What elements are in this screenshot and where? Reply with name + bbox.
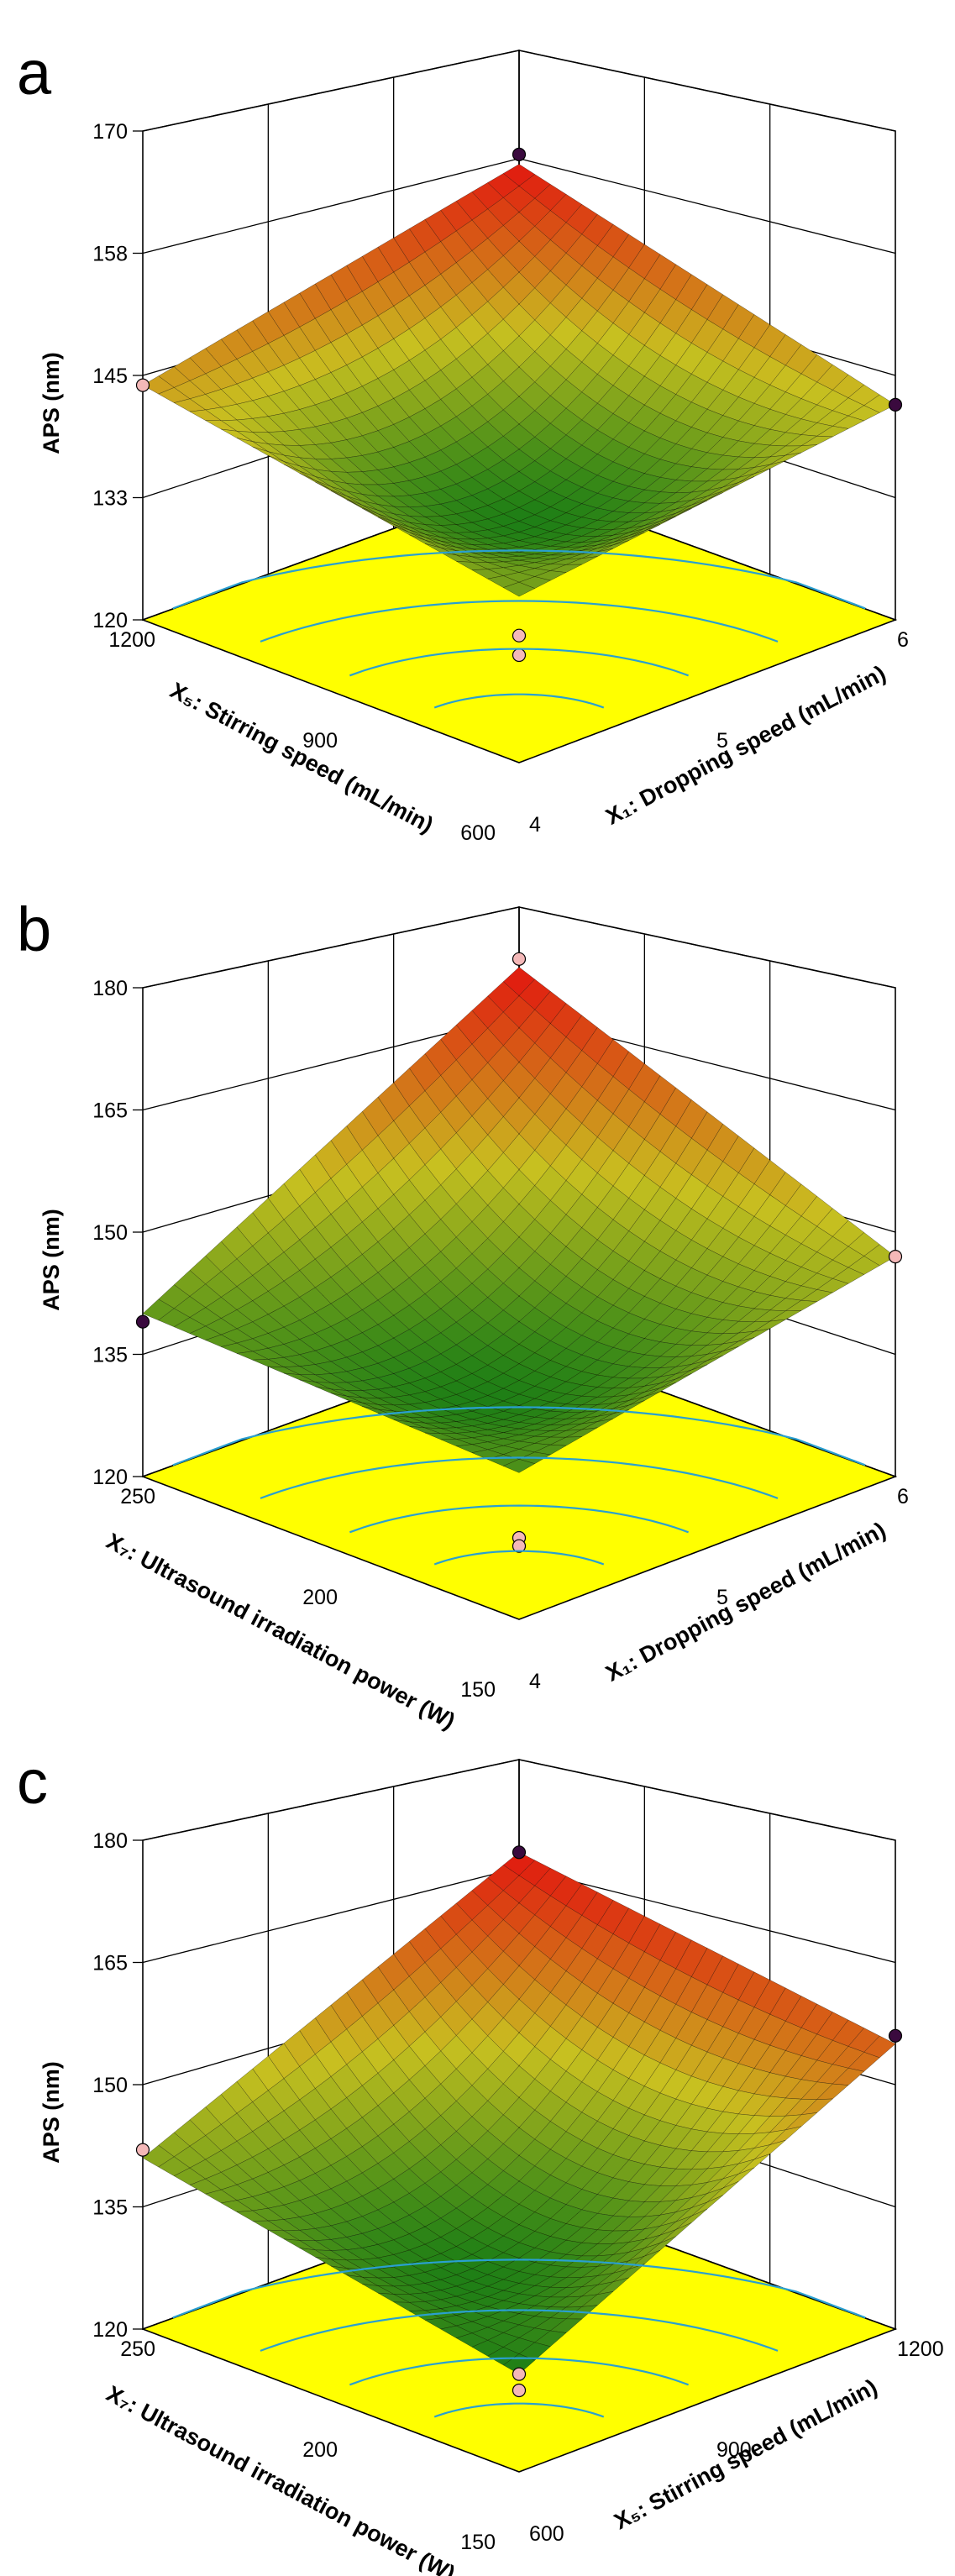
panel-b-x1-ticks: 4 5 6 (529, 1485, 909, 1693)
x2-tick-label: 200 (302, 2438, 338, 2462)
z-tick-label: 150 (92, 2074, 128, 2097)
panel-a-floor-contours (172, 549, 866, 709)
design-point (888, 2028, 903, 2043)
floor-contour (433, 693, 605, 709)
design-point (512, 1845, 527, 1860)
z-tick-label: 145 (92, 365, 128, 388)
design-point (512, 2383, 527, 2398)
x2-tick-label: 900 (302, 729, 338, 753)
x2-tick-label: 150 (460, 2531, 496, 2554)
panel-c-x2-ticks: 150 200 250 (120, 2337, 496, 2554)
design-point (135, 2143, 150, 2157)
x1-tick-label: 6 (897, 1485, 909, 1508)
z-tick-label: 135 (92, 1344, 128, 1367)
z-tick-label: 165 (92, 1099, 128, 1123)
z-tick-label: 135 (92, 2196, 128, 2220)
panel-c-floor-contours (172, 2259, 866, 2418)
floor-contour (433, 1550, 605, 1566)
floor-contour (172, 549, 866, 610)
z-tick-label: 150 (92, 1221, 128, 1245)
panel-a-surface-layer (135, 147, 903, 663)
x2-tick-label: 250 (120, 1485, 155, 1508)
z-tick-label: 180 (92, 977, 128, 1000)
z-tick-label: 170 (92, 120, 128, 144)
panel-b: b 120 135 150 165 180 APS (nm) 150 200 2… (17, 895, 909, 1734)
panel-a: a 120 133 145 158 170 APS (nm) 600 900 1… (17, 38, 909, 845)
z-tick-label: 180 (92, 1829, 128, 1853)
x1-tick-label: 4 (529, 813, 541, 837)
floor-contour (260, 1456, 779, 1499)
design-point (888, 397, 903, 412)
panel-b-z-ticks: 120 135 150 165 180 (92, 977, 128, 1489)
design-point (512, 2367, 527, 2381)
panel-b-floor-contours (172, 1406, 866, 1566)
design-point (135, 378, 150, 392)
design-point (135, 1314, 150, 1329)
x2-tick-label: 250 (120, 2337, 155, 2361)
z-tick-label: 158 (92, 243, 128, 266)
design-point (512, 952, 527, 966)
z-tick-label: 133 (92, 487, 128, 511)
x2-tick-label: 600 (460, 821, 496, 845)
design-point (512, 648, 527, 663)
panel-a-z-ticks: 120 133 145 158 170 (92, 120, 128, 632)
floor-contour (172, 2259, 866, 2319)
panel-a-letter: a (17, 38, 52, 108)
design-point (512, 628, 527, 643)
x1-tick-label: 1200 (897, 2337, 944, 2361)
design-point (512, 1539, 527, 1553)
panel-c-z-ticks: 120 135 150 165 180 (92, 1829, 128, 2342)
z-tick-label: 120 (92, 2318, 128, 2342)
panel-a-x1-ticks: 4 5 6 (529, 628, 909, 837)
z-tick-label: 165 (92, 1952, 128, 1975)
floor-contour (349, 1504, 689, 1534)
design-point (512, 147, 527, 161)
z-tick-label: 120 (92, 609, 128, 632)
z-tick-label: 120 (92, 1466, 128, 1489)
floor-contour (260, 2309, 779, 2352)
floor-contour (260, 600, 779, 643)
panel-b-letter: b (17, 895, 51, 964)
floor-contour (433, 2402, 605, 2418)
z-axis-label: APS (nm) (39, 352, 64, 454)
panel-b-surface-layer (135, 952, 903, 1553)
floor-contour (172, 1406, 866, 1466)
x2-tick-label: 150 (460, 1678, 496, 1702)
panel-c-surface-layer (135, 1845, 903, 2398)
z-axis-label: APS (nm) (39, 1209, 64, 1311)
z-axis-label: APS (nm) (39, 2061, 64, 2164)
x1-tick-label: 6 (897, 628, 909, 652)
panel-c-letter: c (17, 1747, 48, 1817)
x1-tick-label: 5 (716, 729, 728, 753)
x1-tick-label: 5 (716, 1586, 728, 1609)
x1-tick-label: 4 (529, 1670, 541, 1693)
x1-tick-label: 900 (716, 2438, 752, 2462)
surface-cell (502, 581, 536, 597)
design-point (888, 1250, 903, 1264)
panel-c-x1-ticks: 600 900 1200 (529, 2337, 944, 2546)
x2-tick-label: 200 (302, 1586, 338, 1609)
floor-contour (349, 2357, 689, 2386)
surface-cell (502, 1459, 536, 1473)
x1-tick-label: 600 (529, 2522, 564, 2546)
panel-a-x2-ticks: 600 900 1200 (108, 628, 496, 845)
floor-contour (349, 648, 689, 677)
panel-b-x2-ticks: 150 200 250 (120, 1485, 496, 1702)
panel-c: c 120 135 150 165 180 APS (nm) 150 200 2… (17, 1747, 944, 2576)
x2-tick-label: 1200 (108, 628, 155, 652)
